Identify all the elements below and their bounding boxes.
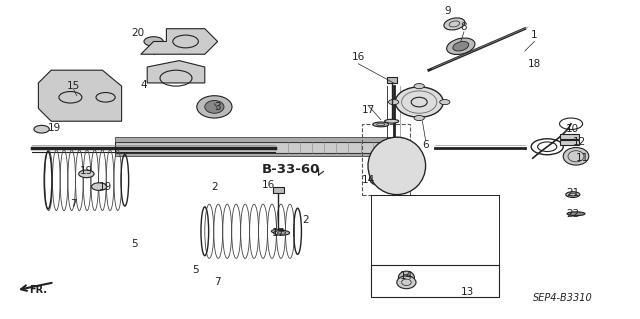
Circle shape: [144, 37, 163, 46]
Ellipse shape: [205, 100, 224, 113]
Ellipse shape: [396, 87, 444, 117]
Ellipse shape: [453, 41, 468, 51]
Circle shape: [34, 125, 49, 133]
Ellipse shape: [372, 161, 388, 174]
Text: 9: 9: [445, 6, 451, 16]
Ellipse shape: [398, 271, 415, 284]
Text: 19: 19: [80, 166, 93, 176]
Text: 14: 14: [400, 271, 413, 281]
Text: 19: 19: [99, 182, 112, 192]
Text: 3: 3: [214, 102, 221, 112]
Circle shape: [440, 100, 450, 105]
Text: 5: 5: [192, 264, 198, 275]
Text: 1: 1: [531, 30, 538, 40]
Text: 15: 15: [67, 81, 80, 91]
Bar: [387, 77, 397, 83]
Polygon shape: [115, 137, 397, 142]
Ellipse shape: [567, 212, 585, 216]
Text: 14: 14: [362, 175, 374, 185]
Polygon shape: [38, 70, 122, 121]
Text: 2: 2: [302, 215, 308, 225]
Ellipse shape: [385, 119, 399, 123]
Text: 20: 20: [131, 28, 144, 39]
Text: 6: 6: [422, 140, 429, 150]
Ellipse shape: [447, 38, 475, 55]
Text: 21: 21: [566, 188, 579, 198]
Text: 10: 10: [566, 124, 579, 134]
Text: 7: 7: [70, 199, 77, 209]
Text: 16: 16: [262, 180, 275, 190]
Circle shape: [414, 84, 424, 89]
Text: B-33-60: B-33-60: [262, 163, 321, 175]
Circle shape: [414, 115, 424, 121]
Ellipse shape: [397, 276, 416, 289]
Text: 12: 12: [573, 137, 586, 147]
Text: 4: 4: [141, 79, 147, 90]
Ellipse shape: [370, 172, 385, 185]
Bar: [560, 140, 579, 145]
Circle shape: [79, 170, 94, 178]
Bar: [273, 187, 284, 193]
Circle shape: [388, 100, 399, 105]
Text: 13: 13: [461, 287, 474, 297]
Ellipse shape: [368, 137, 426, 195]
Text: 11: 11: [576, 153, 589, 163]
Text: 19: 19: [48, 122, 61, 133]
Text: 8: 8: [461, 22, 467, 32]
Bar: [560, 134, 579, 139]
Text: 17: 17: [362, 105, 374, 115]
Polygon shape: [115, 153, 397, 156]
Ellipse shape: [274, 230, 290, 235]
Circle shape: [92, 183, 107, 190]
Text: 7: 7: [214, 277, 221, 287]
Ellipse shape: [372, 122, 388, 127]
Polygon shape: [141, 29, 218, 54]
Text: 22: 22: [566, 209, 579, 219]
Ellipse shape: [444, 18, 465, 30]
Polygon shape: [147, 61, 205, 83]
Text: 2: 2: [211, 182, 218, 192]
Text: SEP4-B3310: SEP4-B3310: [533, 293, 593, 303]
Text: 18: 18: [528, 59, 541, 69]
Bar: [362, 124, 410, 195]
Text: 5: 5: [131, 239, 138, 249]
Ellipse shape: [271, 229, 285, 233]
Ellipse shape: [563, 147, 589, 165]
Ellipse shape: [197, 96, 232, 118]
Text: 17: 17: [272, 228, 285, 238]
Text: 16: 16: [352, 52, 365, 63]
Ellipse shape: [566, 192, 580, 197]
Polygon shape: [115, 142, 397, 153]
Text: FR.: FR.: [29, 286, 47, 295]
